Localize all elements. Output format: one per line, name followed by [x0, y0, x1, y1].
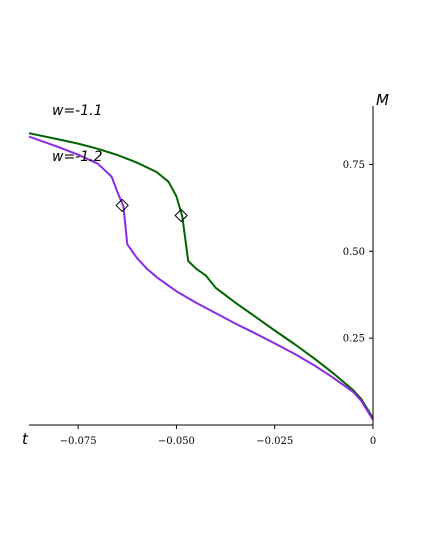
x-tick-label: 0 — [370, 436, 376, 447]
diamond-marker-0 — [174, 208, 188, 223]
x-axis-label: t — [22, 430, 29, 448]
series-line-0 — [28, 132, 374, 419]
y-tick-label: 0.75 — [343, 160, 365, 171]
series-line-1 — [28, 135, 374, 421]
series-label-w-1-1: w=-1.1 — [52, 103, 103, 119]
y-axis-label: M — [376, 91, 389, 109]
series-layer — [28, 132, 374, 421]
series-label-w-1-2: w=-1.2 — [52, 149, 103, 165]
y-tick-label: 0.50 — [343, 247, 365, 258]
x-tick-label: −0.075 — [60, 436, 97, 447]
y-tick-label: 0.25 — [343, 334, 365, 345]
x-tick-label: −0.050 — [158, 436, 195, 447]
tick-layer: −0.075 −0.050 −0.025 0 0.25 0.50 0.75 — [60, 160, 377, 447]
diamond-marker-1 — [115, 198, 129, 213]
x-tick-label: −0.025 — [256, 436, 293, 447]
